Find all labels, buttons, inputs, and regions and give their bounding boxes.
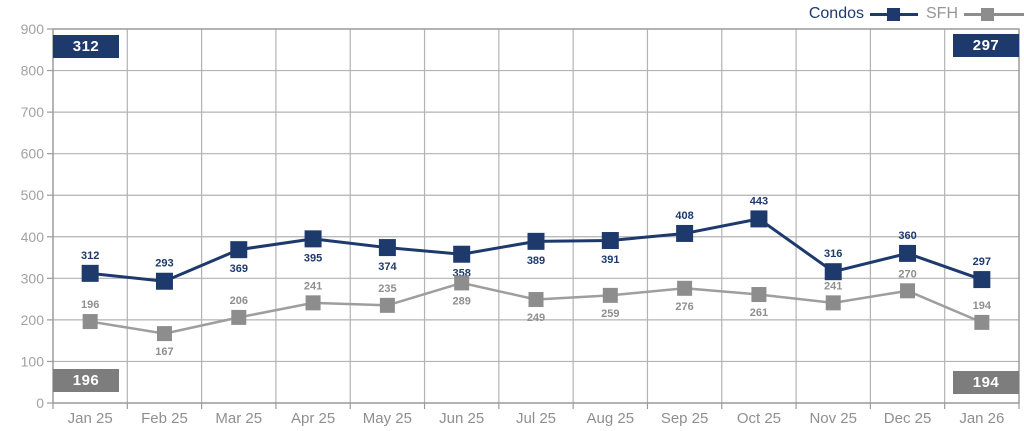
badge-top-left: 312 <box>53 35 119 58</box>
y-axis-label: 900 <box>21 21 45 37</box>
x-axis-label: Feb 25 <box>141 410 188 427</box>
legend-item-sfh[interactable]: SFH <box>926 3 1024 25</box>
data-point-label: 289 <box>453 295 471 307</box>
data-point-marker <box>676 224 694 242</box>
badge-bottom-right: 194 <box>953 371 1019 394</box>
data-point-label: 389 <box>527 255 545 267</box>
data-point-marker <box>305 295 321 311</box>
series-line <box>89 217 983 283</box>
x-axis-label: Jan 25 <box>68 410 113 427</box>
data-point-label: 194 <box>973 300 992 312</box>
badge-bottom-left: 196 <box>53 369 119 392</box>
x-axis-label: May 25 <box>363 410 412 427</box>
data-point-label: 369 <box>230 263 248 275</box>
data-point-label: 270 <box>898 268 916 280</box>
x-axis-label: Sep 25 <box>661 410 709 427</box>
data-point-label: 408 <box>675 210 693 222</box>
data-point-label: 206 <box>230 295 248 307</box>
y-axis-label: 800 <box>21 63 45 79</box>
data-point-marker <box>155 272 173 290</box>
data-point-marker <box>81 264 99 282</box>
condos-series-marker-icon <box>870 7 918 21</box>
x-axis-label: Jan 26 <box>959 410 1004 427</box>
y-axis-label: 200 <box>21 312 45 328</box>
chart-legend: Condos SFH <box>809 3 1024 25</box>
data-point-label: 391 <box>601 254 619 266</box>
y-axis-label: 0 <box>36 395 44 411</box>
data-point-marker <box>825 295 841 311</box>
x-axis-label: Apr 25 <box>291 410 335 427</box>
data-point-label: 249 <box>527 312 545 324</box>
data-point-label: 276 <box>675 301 693 313</box>
y-axis-label: 100 <box>21 353 45 369</box>
x-axis-label: Mar 25 <box>215 410 262 427</box>
data-point-marker <box>900 283 916 299</box>
data-point-marker <box>602 287 618 303</box>
data-point-label: 293 <box>155 258 173 270</box>
data-point-marker <box>677 280 693 296</box>
data-point-marker <box>824 263 842 281</box>
x-axis-label: Dec 25 <box>884 410 932 427</box>
legend-label-condos: Condos <box>808 5 864 22</box>
data-point-label: 395 <box>304 252 322 264</box>
data-point-marker <box>230 241 248 259</box>
data-point-label: 360 <box>898 230 916 242</box>
data-point-label: 167 <box>155 346 173 358</box>
data-point-label: 443 <box>750 195 768 207</box>
data-point-marker <box>379 297 395 313</box>
data-point-marker <box>82 314 98 330</box>
data-point-marker <box>973 271 991 289</box>
y-axis-label: 300 <box>21 270 45 286</box>
plot-border <box>52 28 1020 404</box>
data-point-label: 241 <box>304 280 322 292</box>
x-axis-label: Jul 25 <box>516 410 556 427</box>
data-point-label: 297 <box>973 256 991 268</box>
data-point-label: 312 <box>81 250 99 262</box>
data-point-label: 259 <box>601 308 619 320</box>
data-point-label: 374 <box>378 261 397 273</box>
data-point-marker <box>454 275 470 291</box>
data-point-marker <box>899 244 917 262</box>
data-point-marker <box>527 232 545 250</box>
data-point-marker <box>751 287 767 303</box>
x-axis-label: Oct 25 <box>737 410 781 427</box>
data-point-marker <box>378 239 396 257</box>
y-axis-label: 600 <box>21 146 45 162</box>
legend-label-sfh: SFH <box>926 5 958 22</box>
legend-item-condos[interactable]: Condos <box>809 3 918 25</box>
series-line <box>89 281 983 335</box>
data-point-label: 316 <box>824 248 842 260</box>
data-point-marker <box>750 210 768 228</box>
y-axis-label: 500 <box>21 187 45 203</box>
data-point-label: 241 <box>824 280 842 292</box>
data-point-marker <box>156 326 172 342</box>
data-point-marker <box>453 245 471 263</box>
x-axis-label: Nov 25 <box>809 410 857 427</box>
data-point-marker <box>528 292 544 308</box>
sfh-series-marker-icon <box>964 7 1024 21</box>
data-point-marker <box>601 232 619 250</box>
x-axis-label: Aug 25 <box>587 410 635 427</box>
data-point-label: 235 <box>378 283 396 295</box>
y-axis-label: 700 <box>21 104 45 120</box>
x-axis: Jan 25 Feb 25 Mar 25 Apr 25 May 25 Jun 25 Jul … <box>68 410 1005 427</box>
data-point-marker <box>231 309 247 325</box>
data-point-marker <box>304 230 322 248</box>
badge-top-right: 297 <box>953 34 1019 57</box>
y-axis-label: 400 <box>21 229 45 245</box>
data-point-label: 261 <box>750 307 768 319</box>
data-point-label: 196 <box>81 299 99 311</box>
series-sfh: 196 167 206 241 235 289 249 259 276 261 241 270 194 <box>81 268 992 358</box>
data-point-marker <box>974 314 990 330</box>
x-axis-label: Jun 25 <box>439 410 484 427</box>
